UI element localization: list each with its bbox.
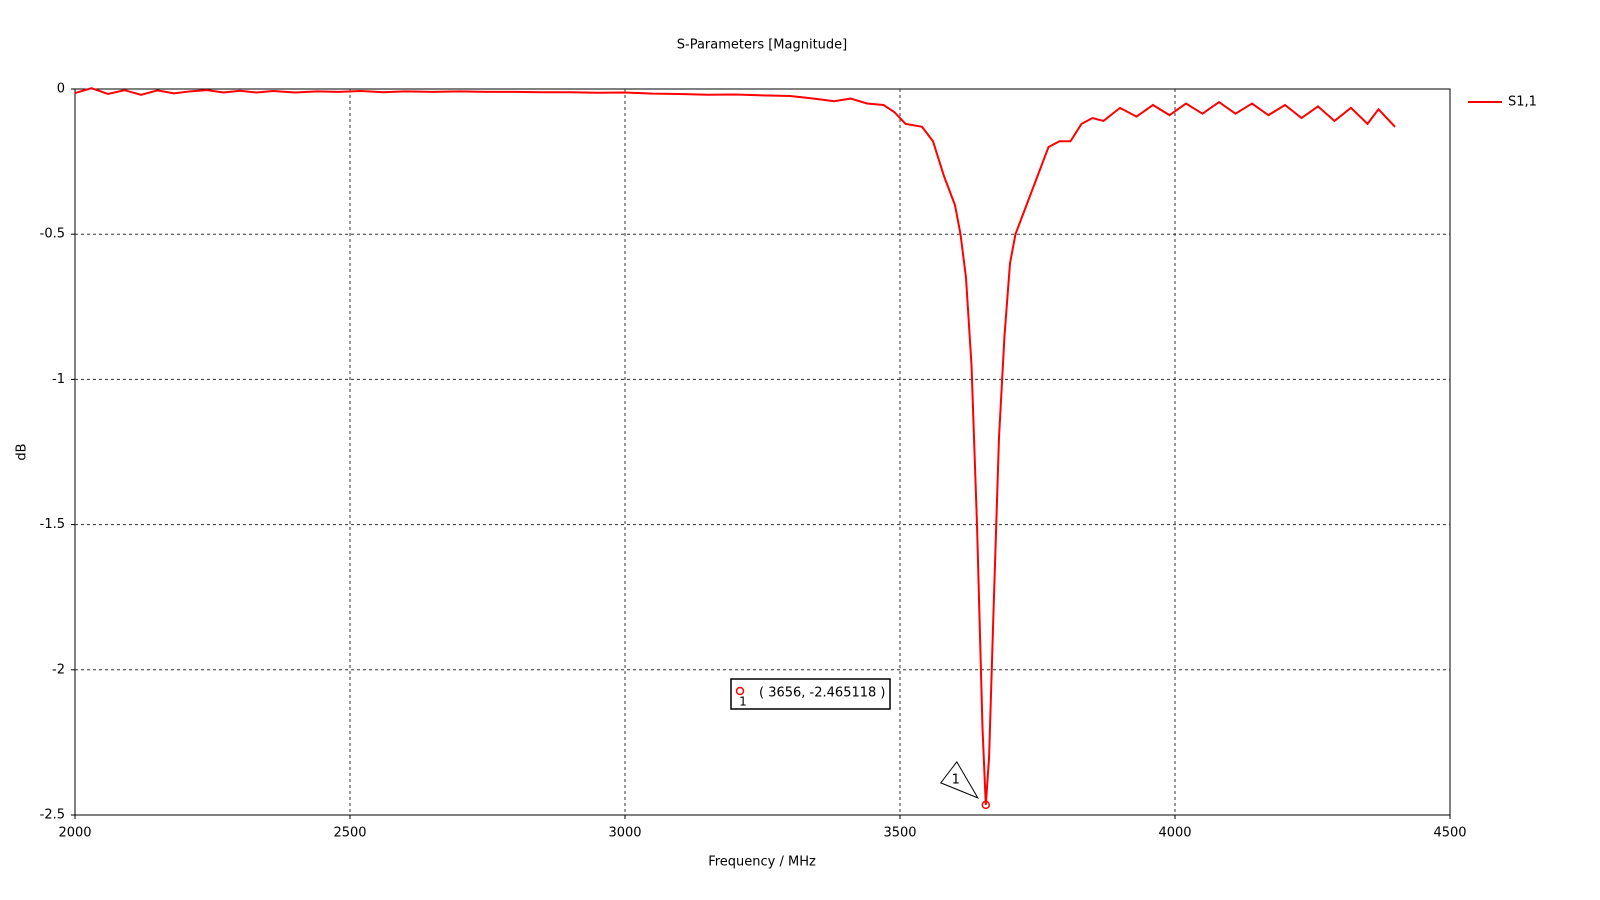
x-tick-label: 2500 [333, 826, 366, 841]
marker-box-id: 1 [739, 695, 747, 709]
x-tick-label: 3500 [883, 826, 916, 841]
chart-title: S-Parameters [Magnitude] [677, 38, 848, 53]
marker-point [981, 800, 991, 810]
y-tick-label: -0.5 [40, 227, 65, 242]
marker-box [730, 678, 891, 710]
y-tick-label: -1.5 [40, 517, 65, 532]
y-tick-label: -1 [52, 372, 65, 387]
x-tick-label: 4000 [1158, 826, 1191, 841]
marker-flag [940, 760, 979, 799]
y-tick-label: -2 [52, 662, 65, 677]
x-tick-label: 3000 [608, 826, 641, 841]
y-tick-label: 0 [57, 82, 65, 97]
legend-label: S1,1 [1508, 95, 1537, 110]
x-tick-label: 4500 [1433, 826, 1466, 841]
marker-flag-id: 1 [952, 772, 960, 787]
y-axis-label: dB [15, 443, 30, 460]
x-axis-label: Frequency / MHz [708, 855, 816, 870]
x-tick-label: 2000 [58, 826, 91, 841]
y-tick-label: -2.5 [40, 808, 65, 823]
plot-frame [74, 88, 1451, 816]
marker-box-icon [735, 686, 745, 696]
marker-label: ( 3656, -2.465118 ) [759, 686, 885, 701]
series-line [74, 87, 1396, 805]
